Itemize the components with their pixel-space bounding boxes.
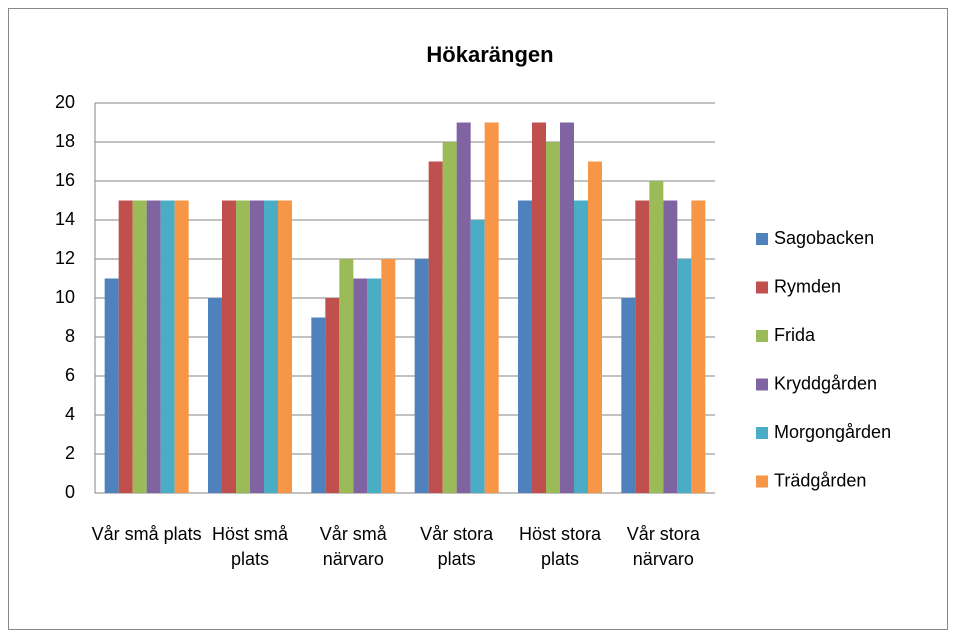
bar <box>428 161 443 493</box>
bar <box>442 142 457 493</box>
bar <box>677 259 692 493</box>
y-tick-label: 8 <box>65 326 75 346</box>
legend-swatch <box>756 427 768 439</box>
y-tick-label: 12 <box>55 248 75 268</box>
bar <box>518 200 532 493</box>
legend-swatch <box>756 330 768 342</box>
y-tick-label: 6 <box>65 365 75 385</box>
bar <box>339 259 354 493</box>
y-tick-label: 18 <box>55 131 75 151</box>
legend-swatch <box>756 475 768 488</box>
bar <box>264 200 278 493</box>
bar <box>381 259 396 493</box>
x-tick-label: Höst stora plats <box>518 524 601 569</box>
y-tick-label: 2 <box>65 443 75 463</box>
legend-swatch <box>756 378 768 391</box>
bar <box>236 200 250 493</box>
x-tick-label: Höst små plats <box>211 524 288 569</box>
y-tick-label: 16 <box>55 170 75 190</box>
x-tick-label: Vår små plats <box>91 524 202 544</box>
bar <box>456 122 471 493</box>
bar <box>367 278 382 493</box>
bar <box>635 200 650 493</box>
legend-swatch <box>756 281 768 294</box>
bar <box>484 122 499 493</box>
bar <box>278 200 292 493</box>
bar <box>222 200 236 493</box>
bar <box>560 122 574 493</box>
bar <box>691 200 706 493</box>
legend-label: Trädgården <box>774 470 866 490</box>
x-tick-label: Vår små närvaro <box>319 524 387 569</box>
legend-swatch <box>756 233 768 245</box>
y-tick-label: 10 <box>55 287 75 307</box>
legend-label: Sagobacken <box>774 228 874 248</box>
y-tick-label: 0 <box>65 482 75 502</box>
bar <box>546 142 560 493</box>
x-tick-label: Vår stora närvaro <box>626 524 700 569</box>
bar <box>118 200 133 493</box>
bar <box>104 278 119 493</box>
bar <box>621 298 636 493</box>
bar <box>250 200 264 493</box>
bar <box>588 161 602 493</box>
legend-label: Rymden <box>774 276 841 296</box>
legend-label: Morgongården <box>774 422 891 442</box>
bar <box>353 278 368 493</box>
y-tick-label: 4 <box>65 404 75 424</box>
bar <box>132 200 147 493</box>
bar <box>325 298 340 493</box>
bar <box>414 259 429 493</box>
x-tick-label: Vår stora plats <box>420 524 494 569</box>
y-tick-label: 14 <box>55 209 75 229</box>
bar <box>663 200 678 493</box>
bar <box>574 200 588 493</box>
bar <box>311 317 326 493</box>
y-tick-label: 20 <box>55 92 75 112</box>
bar <box>470 220 485 493</box>
chart-title: Hökarängen <box>426 42 553 67</box>
legend-label: Kryddgården <box>774 373 877 393</box>
bar <box>174 200 189 493</box>
bar <box>208 298 222 493</box>
bar <box>532 122 546 493</box>
bar <box>649 181 664 493</box>
bar <box>146 200 161 493</box>
bar <box>160 200 175 493</box>
legend-label: Frida <box>774 325 816 345</box>
